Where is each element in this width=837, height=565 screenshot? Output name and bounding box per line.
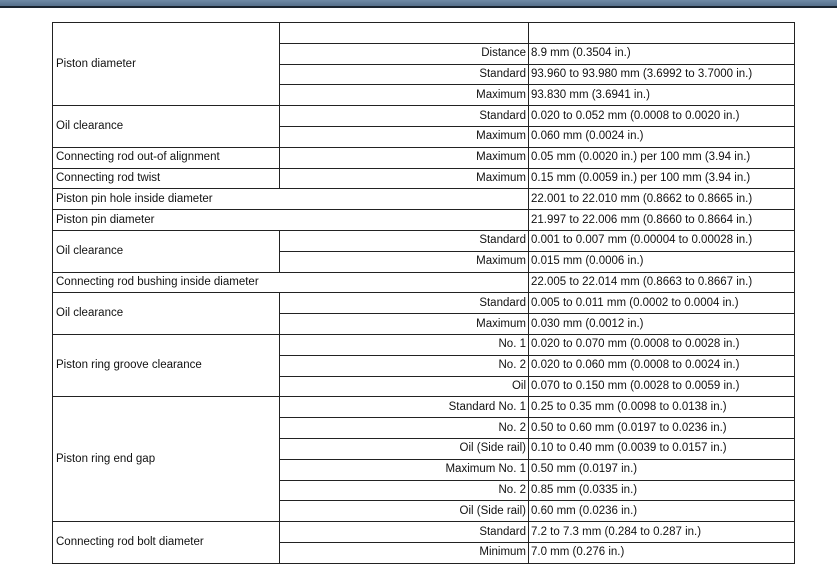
spec-value: 0.85 mm (0.0335 in.) — [528, 479, 795, 502]
spec-value: 21.997 to 22.006 mm (0.8660 to 0.8664 in… — [528, 209, 795, 231]
spec-value: 0.015 mm (0.0006 in.) — [528, 250, 795, 273]
spec-label: Connecting rod twist — [52, 167, 280, 190]
header-cell — [279, 22, 529, 44]
spec-condition: Maximum — [279, 125, 529, 148]
spec-condition: Maximum — [279, 84, 529, 107]
table-row: Oil (Side rail) 0.10 to 0.40 mm (0.0039 t… — [53, 437, 795, 460]
table-row: Oil clearance Standard 0.005 to 0.011 mm (… — [52, 292, 795, 335]
spec-value: 0.030 mm (0.0012 in.) — [528, 313, 795, 335]
spec-condition: Maximum — [279, 250, 529, 273]
table-row: Maximum No. 1 0.50 mm (0.0197 in.) — [53, 458, 795, 481]
spec-condition: Standard — [279, 63, 529, 86]
spec-condition: Maximum No. 1 — [279, 458, 529, 481]
spec-value: 7.2 to 7.3 mm (0.284 to 0.287 in.) — [528, 521, 795, 543]
spec-label: Oil clearance — [52, 292, 280, 335]
spec-label: Piston pin hole inside diameter — [52, 188, 529, 211]
table-row: Oil clearance Standard 0.001 to 0.007 mm (… — [52, 229, 795, 273]
spec-label: Connecting rod bushing inside diameter — [52, 271, 529, 294]
table-row: No. 2 0.50 to 0.60 mm (0.0197 to 0.0236 i… — [53, 417, 795, 439]
spec-value: 0.25 to 0.35 mm (0.0098 to 0.0138 in.) — [528, 396, 795, 419]
window-title-bar — [0, 0, 837, 8]
spec-value: 0.50 mm (0.0197 in.) — [528, 458, 795, 481]
spec-value: 93.960 to 93.980 mm (3.6992 to 3.7000 in… — [528, 63, 795, 86]
table-row: Connecting rod bushing inside diameter 22… — [52, 271, 795, 294]
table-row: Connecting rod twist Maximum 0.15 mm (0.00… — [52, 167, 795, 190]
table-row: Piston ring groove clearance No. 1 0.020 t… — [52, 333, 795, 398]
spec-value: 0.10 to 0.40 mm (0.0039 to 0.0157 in.) — [528, 437, 795, 460]
spec-value: 8.9 mm (0.3504 in.) — [528, 42, 795, 65]
spec-value: 0.15 mm (0.0059 in.) per 100 mm (3.94 in… — [528, 167, 795, 190]
spec-value: 0.020 to 0.060 mm (0.0008 to 0.0024 in.) — [528, 354, 795, 377]
spec-condition: Standard No. 1 — [279, 396, 529, 419]
spec-label: Connecting rod bolt diameter — [52, 521, 280, 564]
spec-condition: Maximum — [279, 313, 529, 335]
spec-condition: Oil — [279, 375, 529, 398]
spec-label: Piston pin diameter — [52, 209, 529, 231]
spec-label: Oil clearance — [52, 105, 280, 148]
spec-condition: Distance — [279, 42, 529, 65]
table-row: No. 2 0.020 to 0.060 mm (0.0008 to 0.0024… — [53, 354, 795, 377]
spec-condition: Maximum — [279, 167, 529, 190]
table-row: Minimum 7.0 mm (0.276 in.) — [53, 541, 795, 564]
spec-condition: Standard — [279, 105, 529, 127]
spec-condition: Maximum — [279, 146, 529, 169]
spec-condition: Oil (Side rail) — [279, 500, 529, 523]
spec-label: Connecting rod out-of alignment — [52, 146, 280, 169]
spec-value: 93.830 mm (3.6941 in.) — [528, 84, 795, 107]
spec-value: 0.001 to 0.007 mm (0.00004 to 0.00028 in… — [528, 229, 795, 252]
table-row: Oil 0.070 to 0.150 mm (0.0028 to 0.0059 i… — [53, 375, 795, 398]
spec-condition: No. 2 — [279, 354, 529, 377]
spec-table: Piston diameter Distance 8.9 mm (0.3504 in… — [52, 21, 795, 564]
spec-value: 0.020 to 0.070 mm (0.0008 to 0.0028 in.) — [528, 333, 795, 356]
spec-condition: Minimum — [279, 541, 529, 564]
spec-value: 0.020 to 0.052 mm (0.0008 to 0.0020 in.) — [528, 105, 795, 127]
table-row: Piston pin hole inside diameter 22.001 to… — [52, 188, 795, 211]
spec-condition: No. 2 — [279, 417, 529, 439]
table-row: Piston pin diameter 21.997 to 22.006 mm (… — [52, 209, 795, 231]
spec-label: Oil clearance — [52, 229, 280, 273]
spec-value: 0.50 to 0.60 mm (0.0197 to 0.0236 in.) — [528, 417, 795, 439]
spec-value: 0.005 to 0.011 mm (0.0002 to 0.0004 in.) — [528, 292, 795, 315]
spec-value: 0.070 to 0.150 mm (0.0028 to 0.0059 in.) — [528, 375, 795, 398]
spec-condition: No. 2 — [279, 479, 529, 502]
table-row: Oil clearance Standard 0.020 to 0.052 mm (… — [52, 105, 795, 148]
spec-condition: Oil (Side rail) — [279, 437, 529, 460]
table-row: Piston ring end gap Standard No. 1 0.25 to… — [52, 396, 795, 523]
spec-value: 0.05 mm (0.0020 in.) per 100 mm (3.94 in… — [528, 146, 795, 169]
spec-value: 22.001 to 22.010 mm (0.8662 to 0.8665 in… — [528, 188, 795, 211]
spec-value: 7.0 mm (0.276 in.) — [528, 541, 795, 564]
spec-value: 0.60 mm (0.0236 in.) — [528, 500, 795, 523]
spec-condition: Standard — [279, 229, 529, 252]
spec-condition: No. 1 — [279, 333, 529, 356]
header-cell — [528, 22, 795, 44]
spec-label: Piston ring groove clearance — [52, 333, 280, 398]
table-row: Maximum 93.830 mm (3.6941 in.) — [53, 84, 795, 107]
spec-value: 22.005 to 22.014 mm (0.8663 to 0.8667 in… — [528, 271, 795, 294]
spec-label: Piston ring end gap — [52, 396, 280, 523]
table-row: Oil (Side rail) 0.60 mm (0.0236 in.) — [53, 500, 795, 523]
spec-condition: Standard — [279, 292, 529, 315]
spec-condition: Standard — [279, 521, 529, 543]
table-header-row: Piston diameter — [52, 21, 795, 107]
table-row: Connecting rod out-of alignment Maximum 0.… — [52, 146, 795, 169]
table-row: Connecting rod bolt diameter Standard 7.2 … — [52, 521, 795, 564]
spec-label: Piston diameter — [52, 21, 280, 107]
table-row: Maximum 0.015 mm (0.0006 in.) — [53, 250, 795, 273]
spec-value: 0.060 mm (0.0024 in.) — [528, 125, 795, 148]
